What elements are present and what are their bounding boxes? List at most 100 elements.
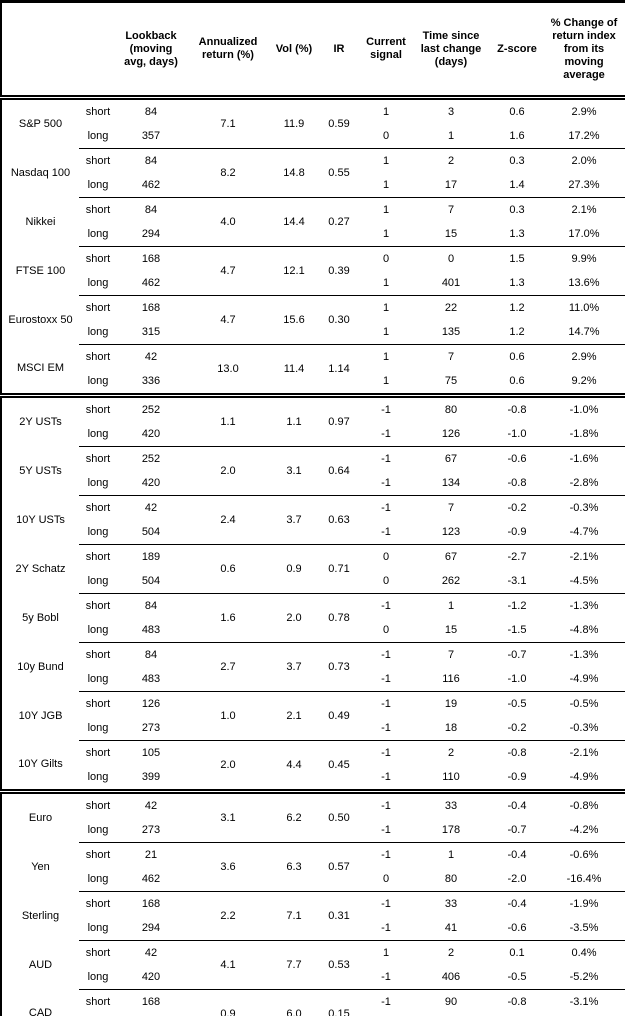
- signal-value: 1: [382, 178, 390, 191]
- pct-change-value: -1.8%: [569, 427, 599, 440]
- table-row: 10Y Gilts short 105 2.0 4.4 0.45 -1 2 -0.8 -2.1%: [1, 740, 625, 792]
- signal-value: 1: [382, 276, 390, 289]
- time-value: 178: [441, 823, 461, 836]
- pct-change-value: -5.2%: [569, 970, 599, 983]
- vol-value: 3.7: [271, 495, 317, 545]
- time-value: 80: [444, 872, 458, 885]
- col-header-current-signal: Current signal: [361, 1, 411, 100]
- time-value: 134: [441, 476, 461, 489]
- ir-value: 0.73: [317, 642, 361, 692]
- table-row: long 273 -1 178 -0.7 -4.2%: [1, 818, 625, 843]
- annualized-return-value: 4.1: [185, 940, 271, 990]
- lookback-value: 105: [117, 740, 185, 765]
- pct-change-value: 14.7%: [568, 325, 600, 338]
- ir-value: 0.31: [317, 891, 361, 941]
- vol-value: 4.4: [271, 740, 317, 792]
- lookback-value: 42: [117, 344, 185, 369]
- annualized-return-value: 2.7: [185, 642, 271, 692]
- signal-value: -1: [361, 495, 411, 520]
- lookback-value: 420: [141, 476, 161, 489]
- vol-value: 7.1: [271, 891, 317, 941]
- horizon-label: short: [79, 197, 117, 222]
- annualized-return-value: 4.0: [185, 197, 271, 247]
- time-value: 33: [411, 789, 491, 818]
- col-header-annualized-return: Annualized return (%): [185, 1, 271, 100]
- pct-change-value: -4.9%: [569, 672, 599, 685]
- lookback-value: 168: [117, 295, 185, 320]
- zscore-value: 0.3: [491, 197, 543, 222]
- signal-value: 0: [361, 544, 411, 569]
- table-row: S&P 500 short 84 7.1 11.9 0.59 1 3 0.6 2.9%: [1, 98, 625, 130]
- time-value: 67: [411, 544, 491, 569]
- table-row: 5y Bobl short 84 1.6 2.0 0.78 -1 1 -1.2 -1.3%: [1, 593, 625, 643]
- pct-change-value: -0.8%: [543, 789, 625, 818]
- horizon-label: short: [79, 691, 117, 716]
- vol-value: 1.1: [271, 393, 317, 447]
- table-row: long 504 0 262 -3.1 -4.5%: [1, 569, 625, 594]
- table-row: MSCI EM short 42 13.0 11.4 1.14 1 7 0.6 2.9%: [1, 344, 625, 396]
- pct-change-value: 17.2%: [568, 129, 600, 142]
- annualized-return-value: 13.0: [185, 344, 271, 396]
- annualized-return-value: 4.7: [185, 246, 271, 296]
- ir-value: 0.78: [317, 593, 361, 643]
- zscore-value: 1.2: [491, 295, 543, 320]
- zscore-value: 0.6: [509, 105, 525, 118]
- lookback-value: 504: [141, 525, 161, 538]
- annualized-return-value: 2.0: [185, 740, 271, 792]
- lookback-value: 420: [141, 427, 161, 440]
- zscore-value: 1.4: [509, 178, 525, 191]
- pct-change-value: -1.9%: [543, 891, 625, 916]
- zscore-value: -0.5: [507, 970, 527, 983]
- time-value: 7: [411, 344, 491, 369]
- pct-change-value: -1.3%: [543, 593, 625, 618]
- lookback-value: 42: [117, 495, 185, 520]
- table-row: Yen short 21 3.6 6.3 0.57 -1 1 -0.4 -0.6%: [1, 842, 625, 892]
- zscore-value: 1.3: [509, 276, 525, 289]
- table-row: long 462 1 401 1.3 13.6%: [1, 271, 625, 296]
- pct-change-value: -1.0%: [543, 393, 625, 422]
- pct-change-value: 9.9%: [543, 246, 625, 271]
- lookback-value: 294: [141, 227, 161, 240]
- horizon-label: short: [79, 891, 117, 916]
- time-value: 7: [411, 642, 491, 667]
- signal-value: -1: [361, 740, 411, 765]
- vol-value: 3.7: [271, 642, 317, 692]
- table-row: 2Y USTs short 252 1.1 1.1 0.97 -1 80 -0.8 -1.0%: [1, 393, 625, 447]
- lookback-value: 84: [117, 593, 185, 618]
- table-row: FTSE 100 short 168 4.7 12.1 0.39 0 0 1.5 9.9%: [1, 246, 625, 296]
- time-value: 7: [411, 495, 491, 520]
- col-header-vol: Vol (%): [271, 1, 317, 100]
- zscore-value: -0.8: [491, 393, 543, 422]
- horizon-label: short: [79, 989, 117, 1014]
- ir-value: 0.59: [328, 117, 350, 130]
- pct-change-value: -3.1%: [543, 989, 625, 1014]
- lookback-value: 42: [117, 789, 185, 818]
- table-row: long 294 -1 41 -0.6 -3.5%: [1, 916, 625, 941]
- lookback-value: 84: [117, 642, 185, 667]
- annualized-return-value: 4.7: [185, 295, 271, 345]
- pct-change-value: 27.3%: [568, 178, 600, 191]
- asset-name: 5Y USTs: [19, 464, 62, 477]
- horizon-label: short: [79, 446, 117, 471]
- vol-value: 14.8: [271, 148, 317, 198]
- horizon-label: long: [87, 325, 109, 338]
- asset-name: AUD: [28, 958, 53, 971]
- pct-change-value: 17.0%: [568, 227, 600, 240]
- lookback-value: 294: [141, 921, 161, 934]
- col-header-lookback: Lookback (moving avg, days): [117, 1, 185, 100]
- vol-value: 11.9: [283, 117, 305, 130]
- signal-value: -1: [361, 989, 411, 1014]
- table-row: long 483 0 15 -1.5 -4.8%: [1, 618, 625, 643]
- time-value: 135: [441, 325, 461, 338]
- horizon-label: long: [87, 970, 109, 983]
- header-row: Lookback (moving avg, days) Annualized re…: [1, 1, 625, 100]
- lookback-value: 357: [141, 129, 161, 142]
- col-header-horizon: [79, 1, 117, 100]
- zscore-value: -0.8: [491, 989, 543, 1014]
- signal-value: 1: [361, 148, 411, 173]
- signal-value: 0: [382, 872, 390, 885]
- signal-value: 1: [361, 940, 411, 965]
- zscore-value: 0.6: [491, 344, 543, 369]
- horizon-label: long: [87, 276, 109, 289]
